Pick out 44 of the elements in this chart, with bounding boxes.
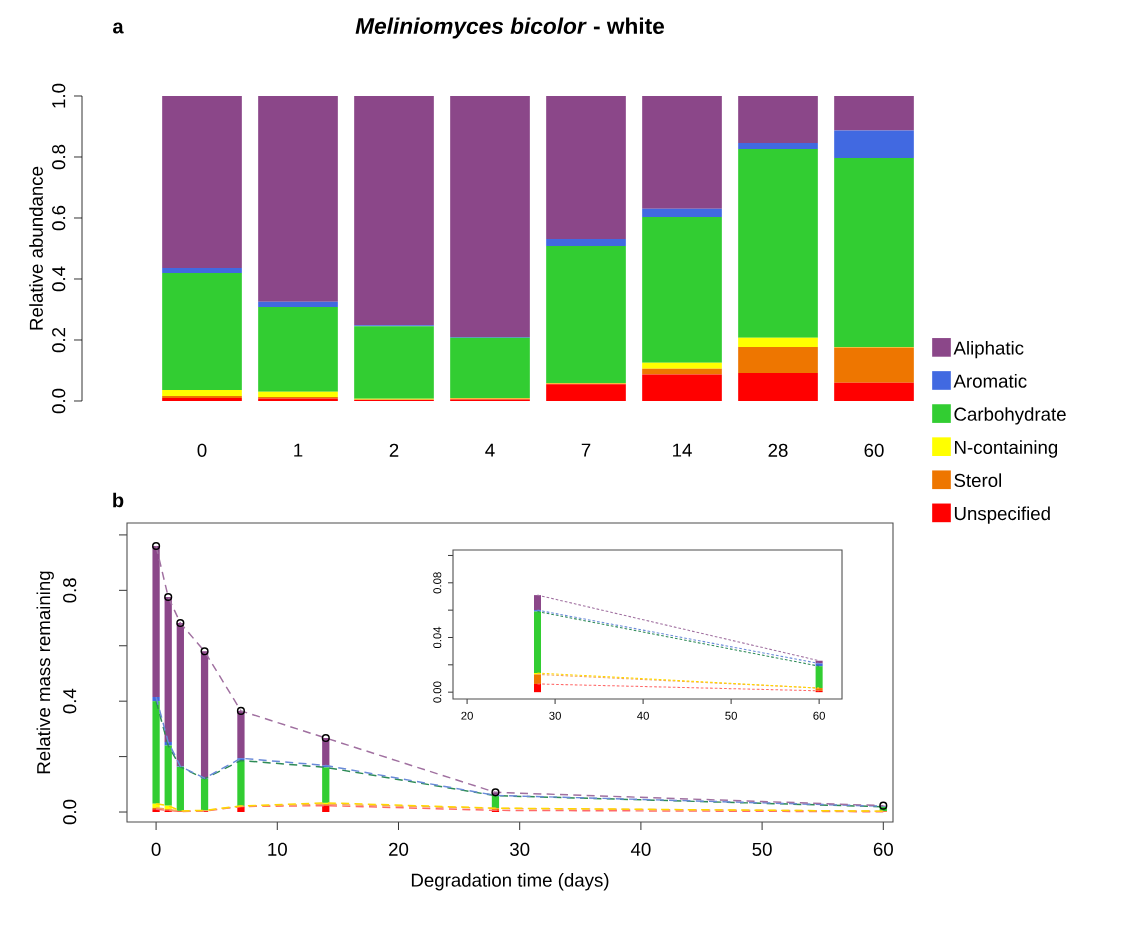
x-tick-label: 40 — [630, 842, 651, 856]
y-tick-label: 0.8 — [52, 144, 66, 170]
x-tick-label: 7 — [581, 443, 591, 457]
y-tick-label: 0.2 — [52, 327, 66, 353]
y-tick-label: 0.4 — [52, 266, 66, 292]
y-tick-label: 0.0 — [52, 388, 66, 414]
y-tick-label: 0.8 — [63, 578, 77, 603]
x-tick-label: 60 — [873, 842, 893, 856]
y-tick-label: 0.00 — [433, 681, 442, 703]
legend-label: Unspecified — [954, 506, 1050, 524]
x-tick-label: 60 — [864, 443, 884, 457]
x-tick-label: 2 — [389, 443, 399, 457]
x-tick-label: 0 — [197, 443, 207, 457]
x-tick-label: 50 — [752, 842, 772, 856]
x-tick-label: 1 — [294, 443, 303, 457]
x-tick-label: 50 — [725, 711, 737, 720]
x-tick-label: 4 — [485, 443, 495, 457]
legend-label: Aliphatic — [953, 340, 1024, 359]
x-axis-title: Degradation time (days) — [411, 873, 609, 891]
y-axis-title: Relative mass remaining — [36, 571, 54, 774]
x-tick-label: 20 — [461, 711, 473, 720]
text: a — [113, 22, 124, 34]
x-tick-label: 20 — [389, 842, 409, 856]
y-tick-label: 0.04 — [433, 626, 442, 649]
y-tick-label: 0.08 — [433, 572, 442, 594]
legend-label: N-containing — [955, 440, 1058, 458]
y-tick-label: 0.4 — [63, 688, 77, 714]
x-tick-label: 30 — [549, 711, 561, 720]
y-tick-label: 1.0 — [52, 83, 66, 108]
x-tick-label: 0 — [151, 842, 161, 856]
x-tick-label: 40 — [637, 711, 649, 720]
y-tick-label: 0.0 — [63, 799, 77, 825]
x-tick-label: 60 — [813, 711, 825, 720]
legend-label: Carbohydrate — [954, 407, 1066, 425]
y-axis-title: Relative abundance — [29, 166, 43, 330]
text: b — [113, 492, 124, 508]
x-tick-label: 28 — [768, 443, 788, 457]
x-tick-label: 10 — [268, 842, 287, 856]
y-tick-label: 0.6 — [52, 205, 66, 231]
legend-label: Aromatic — [953, 374, 1027, 388]
legend-label: Sterol — [954, 473, 1002, 488]
x-tick-label: 30 — [510, 842, 530, 856]
x-tick-label: 14 — [673, 443, 692, 457]
chart-title: Meliniomyces bicolor - white — [355, 17, 665, 39]
